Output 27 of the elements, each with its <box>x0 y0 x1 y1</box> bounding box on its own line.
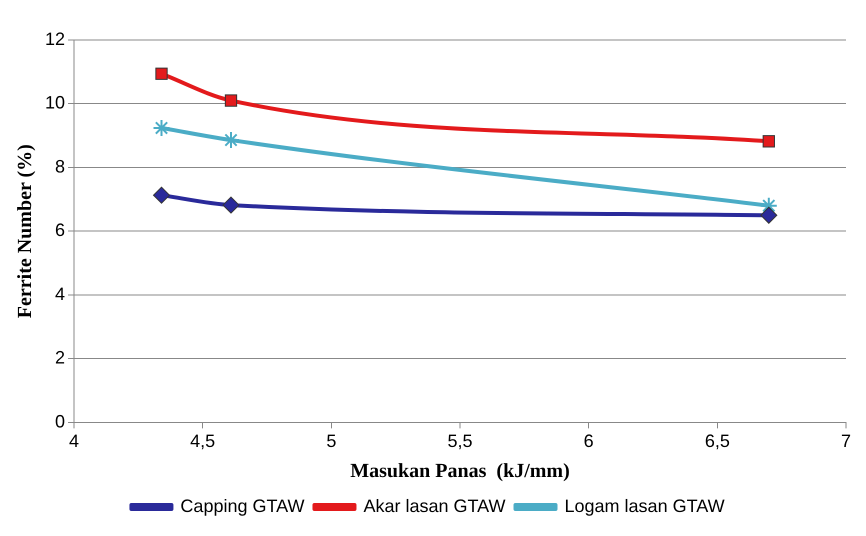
legend-label: Capping GTAW <box>180 496 304 516</box>
y-tick-label: 6 <box>55 220 66 240</box>
x-tick-label: 6 <box>584 431 594 452</box>
x-tick-label: 6,5 <box>704 431 730 452</box>
legend-label: Akar lasan GTAW <box>363 496 506 516</box>
point <box>222 196 240 214</box>
point <box>153 186 170 204</box>
y-tick-label: 8 <box>55 156 66 176</box>
point <box>224 94 238 107</box>
point <box>155 68 168 80</box>
y-tick-label: 2 <box>55 348 66 368</box>
point <box>222 131 240 150</box>
point <box>762 135 775 148</box>
y-tick-label: 12 <box>44 28 66 49</box>
x-axis-title: Masukan Panas (kJ/mm) <box>350 460 570 482</box>
point <box>152 118 171 137</box>
x-tick-label: 5,5 <box>447 431 473 452</box>
y-tick-label: 4 <box>55 284 66 304</box>
point <box>760 206 778 224</box>
x-tick-label: 5 <box>326 431 336 452</box>
y-axis-title: Ferrite Number (%) <box>14 144 36 318</box>
y-tick-label: 0 <box>55 411 66 432</box>
legend-label: Logam lasan GTAW <box>564 496 725 516</box>
x-tick-label: 4 <box>69 431 80 452</box>
x-tick-label: 7 <box>840 431 852 452</box>
x-tick-label: 4,5 <box>190 431 216 452</box>
y-tick-label: 10 <box>44 92 66 113</box>
